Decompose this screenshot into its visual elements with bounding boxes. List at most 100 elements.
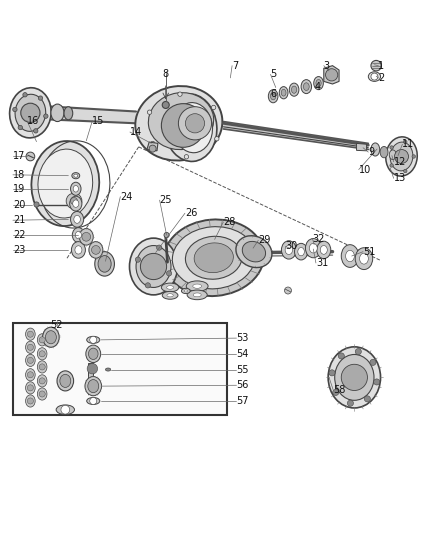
Ellipse shape (282, 241, 296, 259)
Text: 24: 24 (120, 192, 133, 201)
Ellipse shape (13, 107, 17, 111)
Text: 9: 9 (368, 147, 374, 157)
Ellipse shape (390, 142, 413, 171)
Ellipse shape (151, 141, 155, 146)
Polygon shape (324, 66, 339, 84)
Text: 15: 15 (92, 116, 105, 126)
Ellipse shape (167, 294, 173, 297)
Text: 21: 21 (13, 215, 25, 225)
Ellipse shape (147, 110, 152, 115)
Ellipse shape (25, 382, 35, 394)
Ellipse shape (27, 344, 33, 350)
Ellipse shape (212, 105, 216, 110)
Ellipse shape (25, 341, 35, 353)
Text: 1: 1 (378, 61, 385, 71)
Ellipse shape (92, 246, 100, 254)
Ellipse shape (194, 243, 233, 273)
Ellipse shape (85, 376, 102, 395)
Ellipse shape (88, 348, 98, 359)
Ellipse shape (66, 193, 82, 209)
Ellipse shape (39, 378, 45, 384)
Ellipse shape (72, 173, 80, 179)
Text: 18: 18 (13, 170, 25, 180)
Ellipse shape (64, 107, 73, 120)
Ellipse shape (79, 229, 93, 245)
Ellipse shape (26, 152, 35, 161)
Ellipse shape (289, 83, 299, 96)
Ellipse shape (106, 368, 111, 371)
Ellipse shape (186, 281, 208, 292)
Ellipse shape (338, 353, 344, 359)
Ellipse shape (73, 200, 79, 207)
Ellipse shape (27, 331, 33, 337)
Ellipse shape (39, 351, 45, 357)
Ellipse shape (329, 370, 335, 376)
Ellipse shape (87, 364, 98, 374)
Ellipse shape (34, 202, 39, 207)
Ellipse shape (298, 247, 304, 256)
Text: 19: 19 (13, 184, 25, 194)
Ellipse shape (309, 244, 317, 253)
Ellipse shape (162, 101, 169, 108)
Text: 29: 29 (258, 235, 271, 245)
Text: 30: 30 (286, 241, 297, 252)
Ellipse shape (360, 253, 368, 264)
Ellipse shape (395, 149, 409, 164)
Ellipse shape (304, 83, 309, 91)
Ellipse shape (380, 147, 388, 158)
Ellipse shape (82, 232, 91, 241)
Ellipse shape (193, 284, 201, 288)
Ellipse shape (135, 257, 141, 262)
Text: 14: 14 (130, 127, 142, 137)
Text: 57: 57 (237, 396, 249, 406)
Ellipse shape (355, 349, 361, 354)
Ellipse shape (87, 336, 100, 343)
Ellipse shape (27, 372, 33, 378)
Ellipse shape (70, 196, 82, 211)
Ellipse shape (374, 379, 380, 385)
Ellipse shape (90, 336, 97, 343)
Ellipse shape (156, 245, 162, 251)
Text: 16: 16 (27, 116, 39, 126)
Text: 17: 17 (13, 151, 25, 161)
Ellipse shape (71, 212, 84, 227)
Ellipse shape (72, 228, 85, 243)
Ellipse shape (51, 104, 64, 122)
Ellipse shape (285, 245, 293, 254)
Ellipse shape (135, 86, 223, 160)
Ellipse shape (166, 271, 172, 276)
Ellipse shape (185, 114, 205, 133)
Ellipse shape (412, 155, 416, 158)
Ellipse shape (370, 359, 376, 366)
Ellipse shape (89, 241, 103, 258)
Ellipse shape (39, 364, 45, 370)
Text: 53: 53 (237, 333, 249, 343)
Ellipse shape (184, 155, 189, 159)
Ellipse shape (317, 241, 331, 259)
Ellipse shape (164, 232, 169, 238)
Ellipse shape (38, 149, 93, 218)
Ellipse shape (341, 364, 367, 391)
Ellipse shape (23, 93, 27, 97)
Ellipse shape (39, 391, 45, 397)
Ellipse shape (74, 215, 81, 223)
Bar (13, 323, 227, 415)
Ellipse shape (215, 136, 219, 141)
Text: 55: 55 (237, 365, 249, 375)
Ellipse shape (178, 92, 182, 96)
Ellipse shape (95, 252, 114, 276)
Ellipse shape (56, 405, 74, 415)
Ellipse shape (37, 375, 47, 387)
Ellipse shape (316, 79, 321, 87)
Ellipse shape (161, 283, 179, 292)
Bar (88, 362, 93, 394)
Ellipse shape (130, 238, 177, 295)
Ellipse shape (185, 236, 242, 279)
Ellipse shape (285, 287, 291, 294)
Ellipse shape (279, 87, 288, 99)
Ellipse shape (25, 369, 35, 381)
Text: 25: 25 (159, 195, 172, 205)
Ellipse shape (320, 246, 327, 254)
Ellipse shape (368, 72, 381, 82)
Ellipse shape (335, 354, 374, 400)
